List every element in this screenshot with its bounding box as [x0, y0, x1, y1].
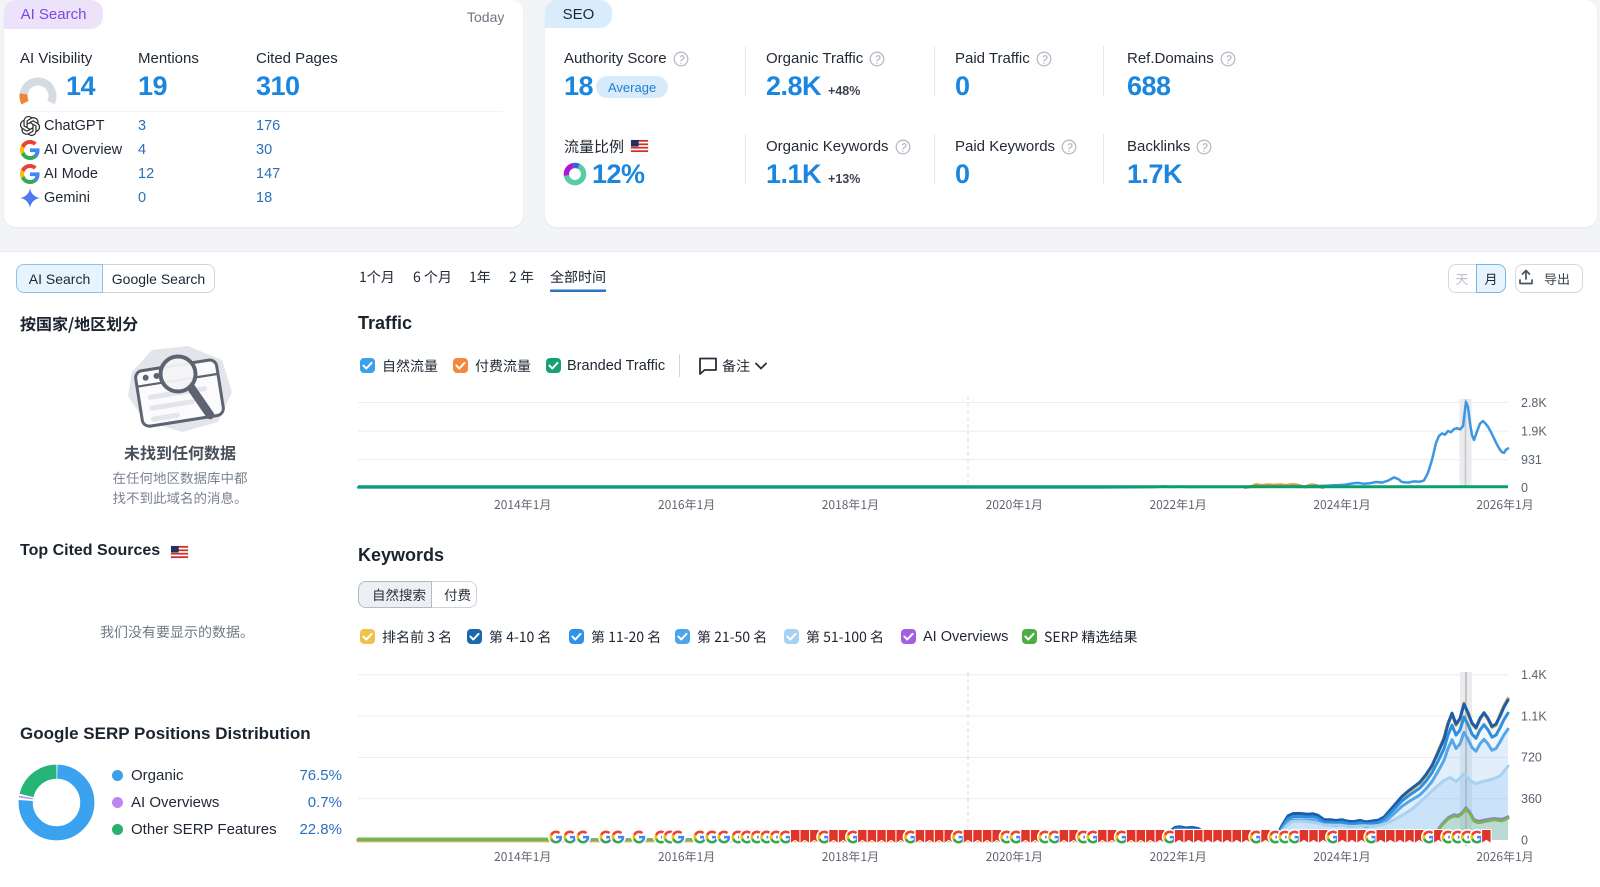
svg-text:0: 0 — [1521, 833, 1528, 847]
svg-text:931: 931 — [1521, 453, 1542, 467]
svg-text:720: 720 — [1521, 751, 1542, 765]
svg-text:1.1K: 1.1K — [1521, 709, 1547, 723]
svg-text:1.4K: 1.4K — [1521, 668, 1547, 682]
svg-text:360: 360 — [1521, 792, 1542, 806]
svg-text:0: 0 — [1521, 481, 1528, 495]
svg-text:1.9K: 1.9K — [1521, 424, 1547, 438]
svg-text:2.8K: 2.8K — [1521, 396, 1547, 410]
